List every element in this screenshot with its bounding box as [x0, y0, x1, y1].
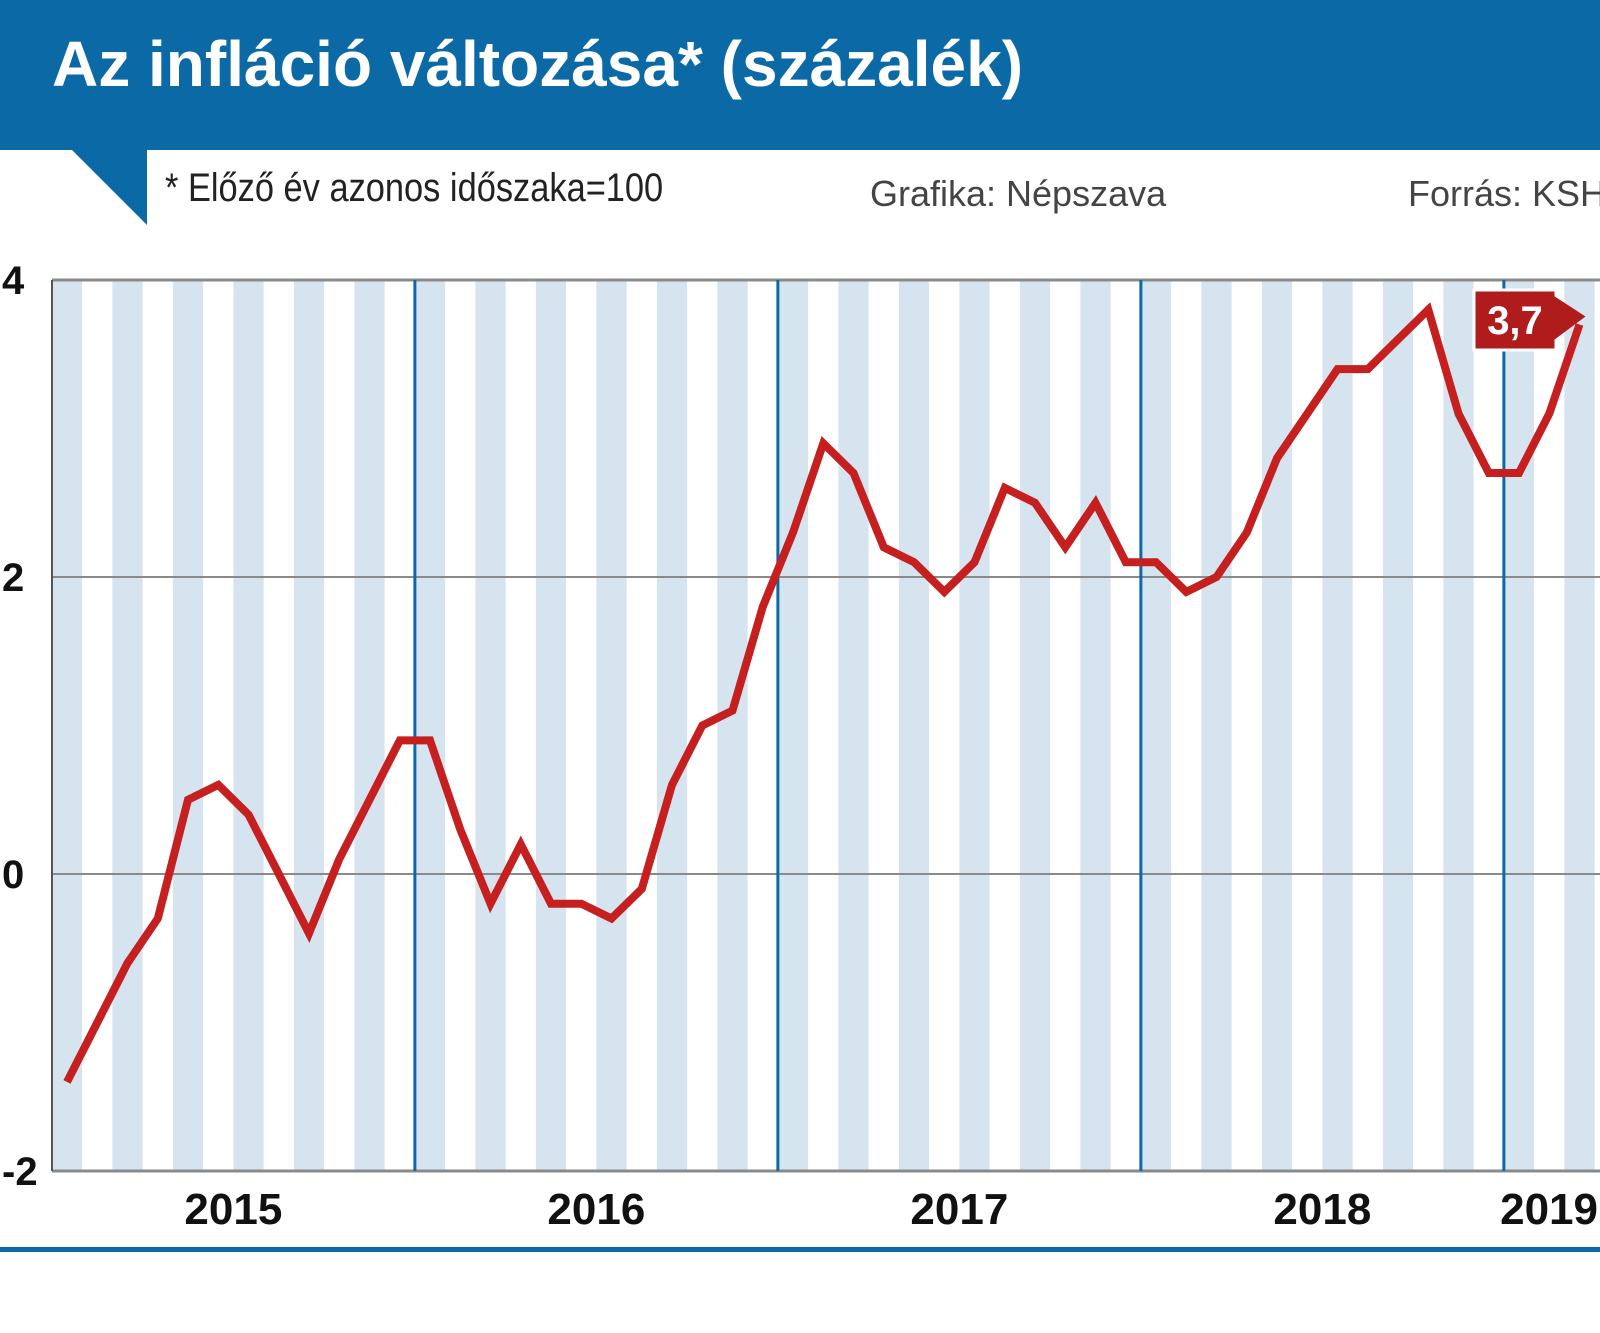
data-point — [1246, 532, 1247, 533]
graphic-credit: Grafika: Népszava — [870, 173, 1167, 214]
data-point — [914, 562, 915, 563]
data-point — [67, 1081, 68, 1082]
data-point — [1367, 369, 1368, 370]
data-point — [127, 963, 128, 964]
month-stripe — [354, 280, 385, 1171]
data-point — [1186, 591, 1187, 592]
data-point — [157, 918, 158, 919]
month-stripe — [1261, 280, 1293, 1171]
y-tick-label: 4 — [2, 259, 25, 303]
data-point — [430, 740, 431, 741]
data-point — [218, 784, 219, 785]
month-stripe — [414, 280, 446, 1171]
x-year-label: 2017 — [910, 1185, 1008, 1234]
header-notch — [72, 150, 147, 225]
month-stripe — [172, 280, 204, 1171]
data-point — [1519, 473, 1520, 474]
month-stripe — [1019, 280, 1051, 1171]
data-point — [1579, 324, 1580, 325]
data-point — [1458, 413, 1459, 414]
data-point — [1428, 309, 1429, 310]
data-point — [1277, 458, 1278, 459]
data-point — [793, 532, 794, 533]
data-point — [641, 888, 642, 889]
data-point — [581, 903, 582, 904]
month-stripe — [293, 280, 325, 1171]
data-point — [97, 1022, 98, 1023]
month-stripe — [1322, 280, 1353, 1171]
data-point — [823, 443, 824, 444]
data-point — [732, 710, 733, 711]
data-point — [1095, 502, 1096, 503]
data-point — [551, 903, 552, 904]
header-band — [0, 0, 1600, 150]
x-year-label: 2016 — [547, 1185, 645, 1234]
x-year-label: 2015 — [184, 1185, 282, 1234]
bottom-rule — [0, 1247, 1600, 1252]
data-point — [702, 725, 703, 726]
data-point — [762, 606, 763, 607]
data-point — [853, 473, 854, 474]
month-stripe — [596, 280, 627, 1171]
month-stripe — [475, 280, 506, 1171]
data-source: Forrás: KSH — [1408, 173, 1600, 214]
data-point — [1337, 369, 1338, 370]
x-year-label: 2018 — [1273, 1185, 1371, 1234]
chart-footnote: * Előző év azonos időszaka=100 — [165, 166, 664, 210]
month-stripe — [535, 280, 567, 1171]
month-stripe — [1382, 280, 1414, 1171]
data-point — [490, 903, 491, 904]
month-stripe — [777, 280, 809, 1171]
month-stripe — [898, 280, 930, 1171]
month-stripe — [1080, 280, 1111, 1171]
data-point — [1125, 562, 1126, 563]
inflation-series-line — [63, 302, 1584, 1084]
y-tick-label: 0 — [2, 853, 24, 897]
data-point — [1004, 487, 1005, 488]
data-point — [339, 859, 340, 860]
callout-box — [1472, 288, 1558, 352]
data-point — [1035, 502, 1036, 503]
data-point — [1065, 547, 1066, 548]
data-point — [611, 918, 612, 919]
plot-background — [52, 280, 1600, 1171]
data-point — [1549, 413, 1550, 414]
month-stripe — [1503, 280, 1535, 1171]
y-tick-label: -2 — [2, 1150, 38, 1194]
data-point — [369, 799, 370, 800]
month-stripe — [838, 280, 869, 1171]
data-point — [399, 740, 400, 741]
month-stripe — [717, 280, 748, 1171]
data-point — [944, 591, 945, 592]
y-tick-label: 2 — [2, 556, 24, 600]
callout-value-label: 3,7 — [1487, 299, 1543, 343]
data-point — [672, 784, 673, 785]
data-point — [520, 844, 521, 845]
month-stripe — [52, 280, 83, 1171]
data-point — [1156, 562, 1157, 563]
page-title: Az infláció változása* (százalék) — [52, 28, 1024, 100]
latest-value-callout: 3,7 — [1472, 288, 1586, 352]
data-point — [309, 933, 310, 934]
month-stripe — [1564, 280, 1595, 1171]
x-year-label: 2019 — [1500, 1185, 1598, 1234]
month-stripe — [112, 280, 143, 1171]
data-point — [1488, 473, 1489, 474]
data-point — [1216, 577, 1217, 578]
data-point — [883, 547, 884, 548]
data-point — [248, 814, 249, 815]
data-point — [974, 562, 975, 563]
month-stripe — [1201, 280, 1232, 1171]
callout-pointer — [1554, 296, 1586, 340]
month-stripe — [959, 280, 990, 1171]
month-stripe — [233, 280, 264, 1171]
data-point — [278, 874, 279, 875]
data-point — [1307, 413, 1308, 414]
data-point — [460, 829, 461, 830]
month-stripe — [1140, 280, 1172, 1171]
data-point — [1398, 339, 1399, 340]
data-point — [188, 799, 189, 800]
month-stripe — [656, 280, 688, 1171]
